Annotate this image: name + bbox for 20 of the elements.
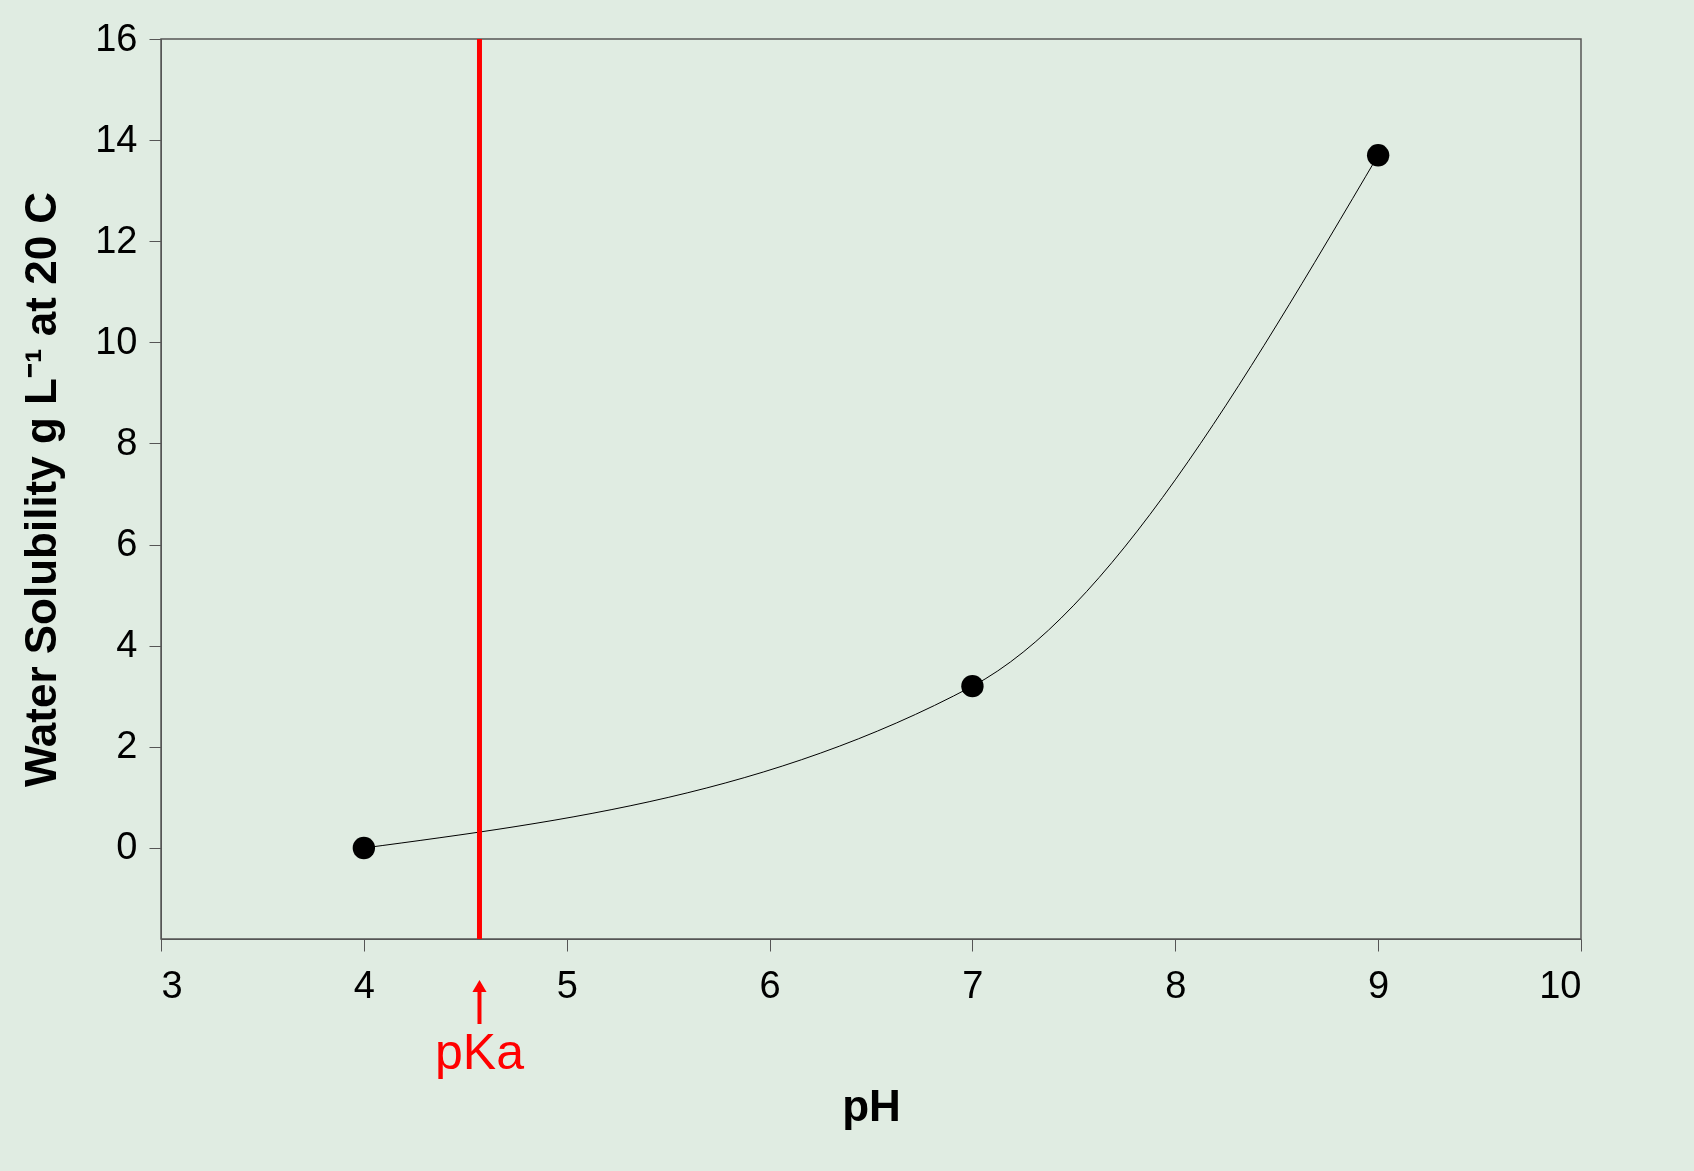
x-tick-label: 6 <box>759 963 781 1006</box>
y-axis-title: Water Solubility g L⁻¹ at 20 C <box>16 191 66 788</box>
x-tick-label: 9 <box>1368 963 1390 1006</box>
y-tick-label: 10 <box>95 319 138 362</box>
x-tick-label: 4 <box>353 963 375 1006</box>
y-tick-label: 12 <box>95 218 138 261</box>
ref-line-label: pKa <box>435 1024 525 1080</box>
y-tick-label: 6 <box>116 522 138 565</box>
y-tick-label: 2 <box>116 724 138 767</box>
y-tick-label: 8 <box>116 420 138 463</box>
x-tick-label: 3 <box>161 963 183 1006</box>
x-tick-label: 5 <box>556 963 578 1006</box>
x-axis-title: pH <box>842 1080 901 1130</box>
y-tick-label: 16 <box>95 16 138 59</box>
x-tick-label: 10 <box>1539 963 1582 1006</box>
x-tick-label: 7 <box>962 963 984 1006</box>
y-tick-label: 0 <box>116 825 138 868</box>
y-tick-label: 4 <box>116 623 138 666</box>
x-tick-label: 8 <box>1165 963 1187 1006</box>
y-tick-label: 14 <box>95 117 138 160</box>
